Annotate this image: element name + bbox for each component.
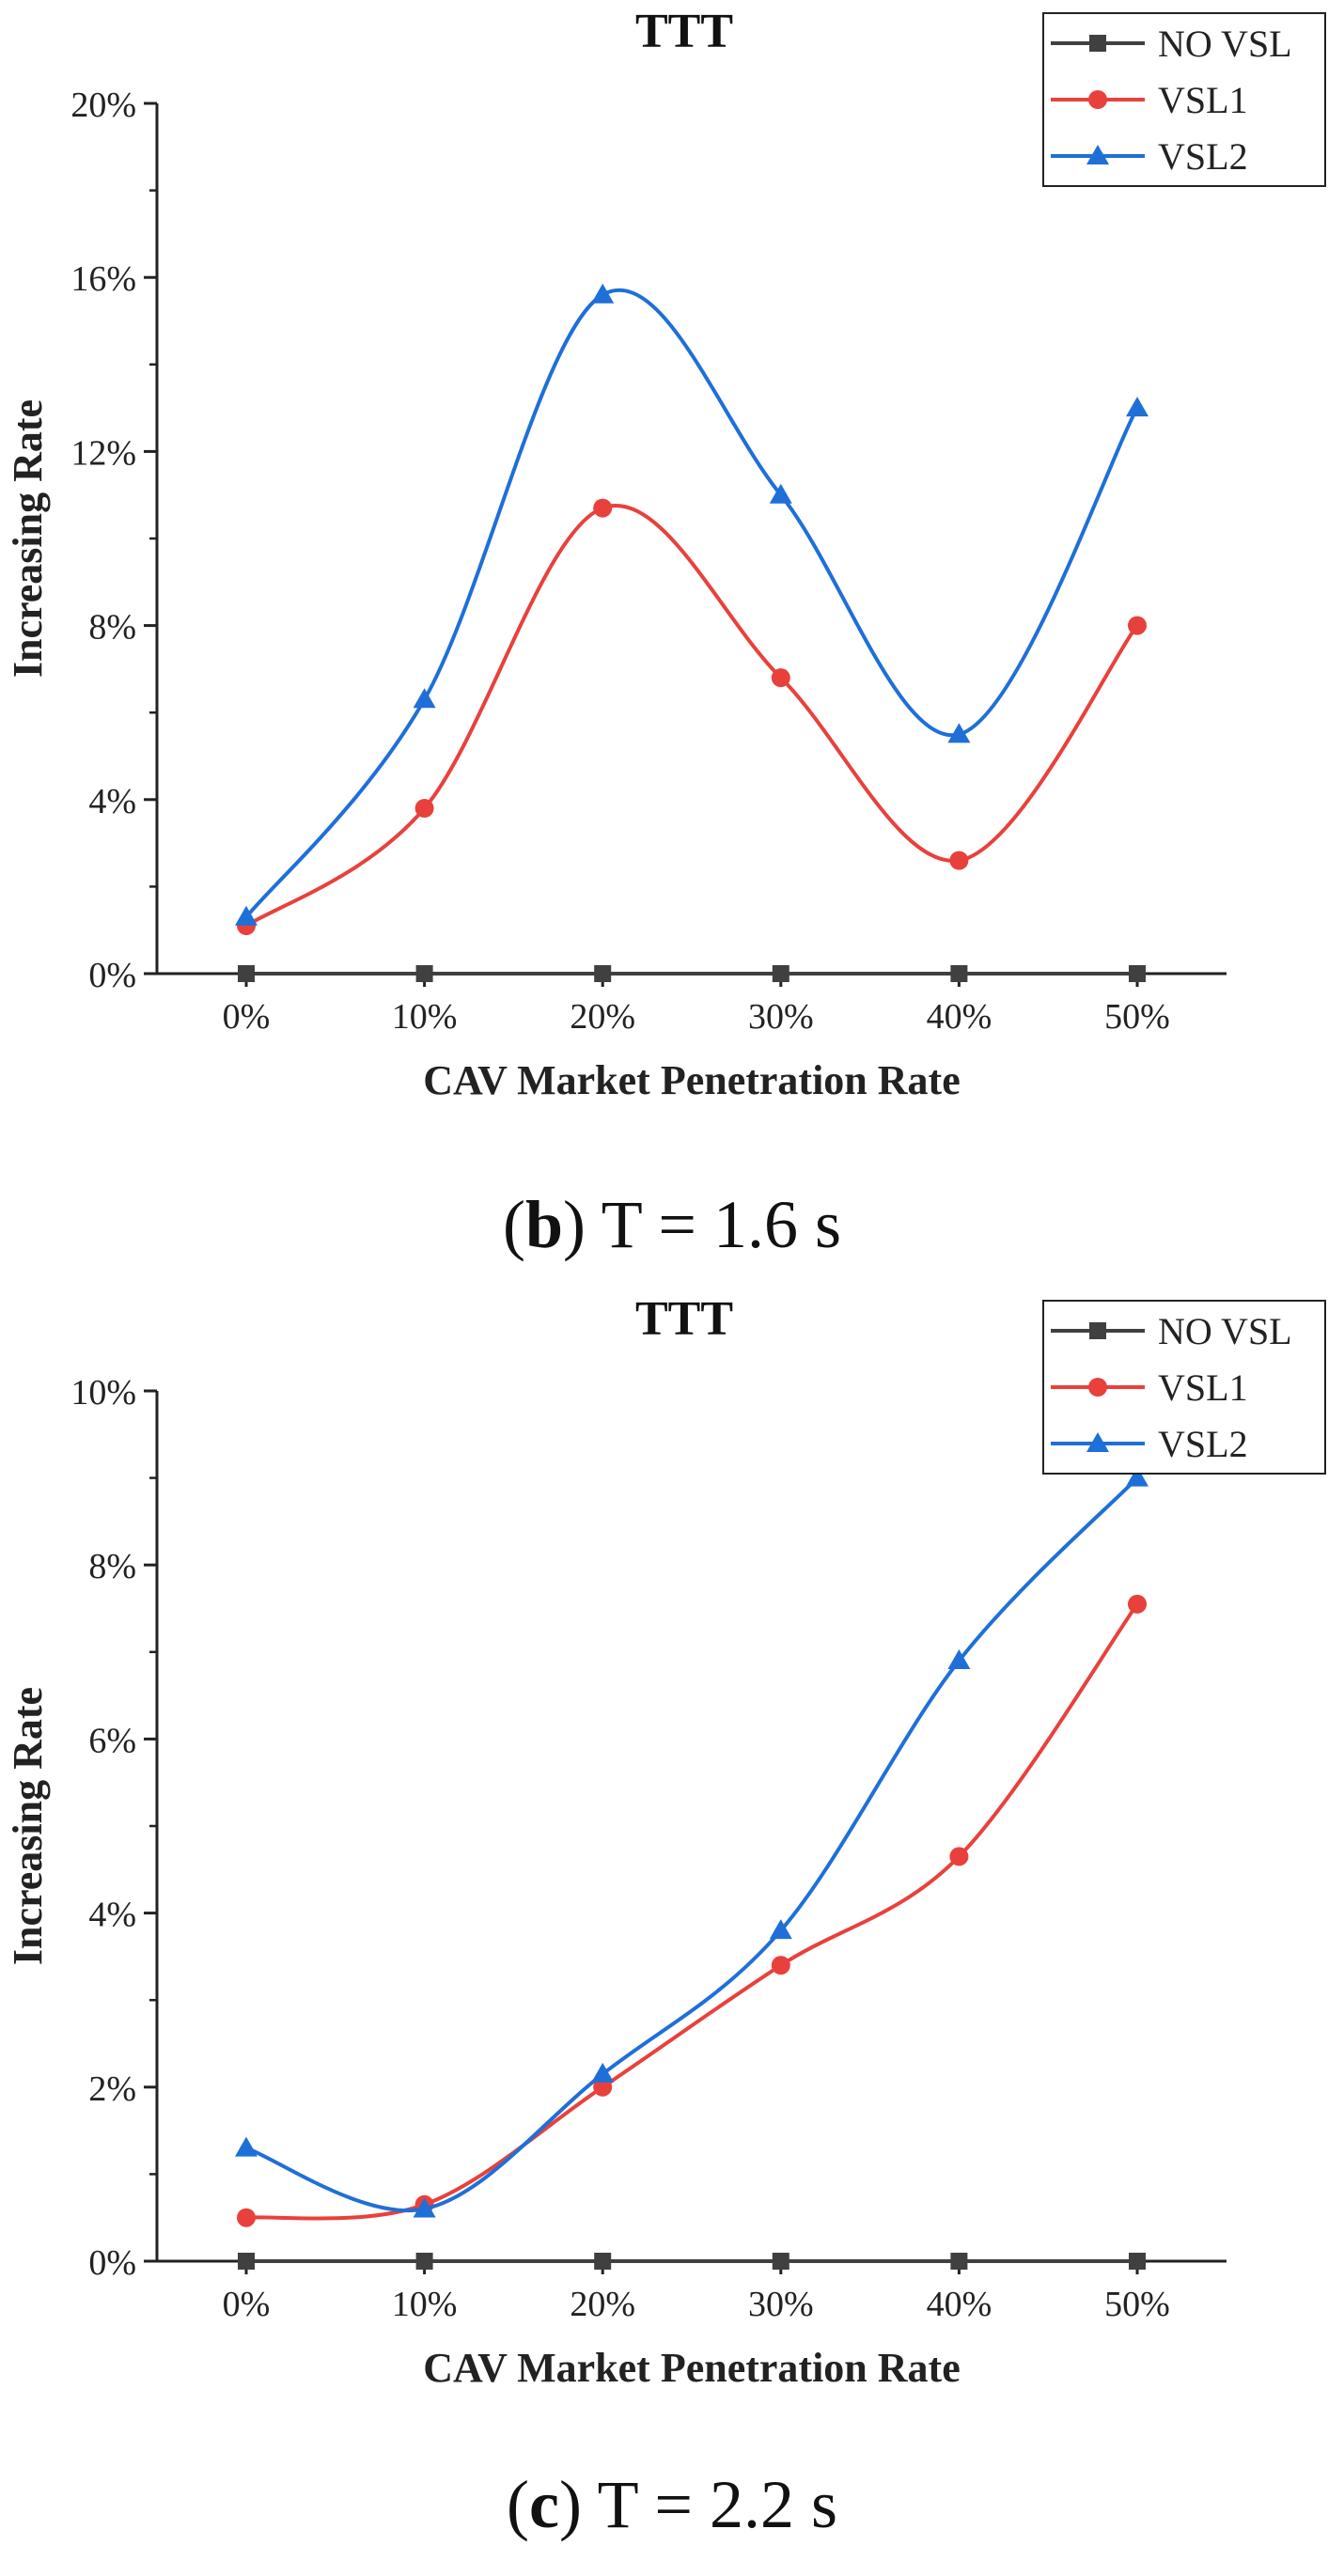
figure-caption-c: (c) T = 2.2 s (507, 2467, 837, 2542)
x-tick-label: 0% (223, 997, 271, 1037)
legend-label: VSL1 (1158, 1366, 1248, 1409)
data-point-no-vsl (238, 2253, 255, 2270)
data-point-vsl1 (1128, 1594, 1147, 1614)
y-tick-label: 4% (88, 782, 136, 821)
y-tick-label: 0% (88, 2243, 136, 2283)
data-point-no-vsl (772, 965, 789, 982)
y-tick-label: 4% (88, 1896, 136, 1935)
x-tick-label: 10% (392, 997, 458, 1037)
legend-swatch-marker (1089, 35, 1106, 52)
data-point-vsl2 (591, 2062, 615, 2083)
legend-swatch-marker (1086, 145, 1109, 164)
data-point-vsl2 (413, 688, 436, 709)
data-point-no-vsl (415, 2253, 433, 2270)
data-point-vsl2 (591, 283, 615, 304)
x-axis-label: CAV Market Penetration Rate (423, 1057, 960, 1103)
series-line-vsl1 (245, 1602, 1139, 2221)
y-axis-label: Increasing Rate (5, 399, 51, 678)
data-point-no-vsl (594, 965, 612, 982)
y-tick-label: 12% (70, 433, 136, 473)
x-tick-label: 0% (223, 2285, 271, 2324)
chart-panel-c: TTT 0% 2% 4% 6% 8% 10% 0% 10% 20% 30% 40% 50% CAV Mar… (0, 1288, 1344, 2576)
legend-label: VSL2 (1158, 1423, 1248, 1465)
data-point-no-vsl (772, 2253, 789, 2270)
data-point-vsl2 (235, 905, 258, 926)
y-tick-label: 2% (88, 2069, 136, 2109)
y-tick-label: 8% (88, 1547, 136, 1586)
x-tick-label: 40% (927, 997, 992, 1037)
data-point-no-vsl (950, 2253, 968, 2270)
data-point-no-vsl (1129, 965, 1146, 982)
figure-caption-b: (b) T = 1.6 s (502, 1187, 842, 1262)
y-tick-label: 0% (88, 956, 136, 995)
chart-panel-b: TTT 0% 4% 8% 12% 16% 20% 0% 10% 20% 30% 40% 50% CAV M… (5, 5, 1326, 1262)
legend-swatch-marker (1088, 1378, 1107, 1397)
x-tick-label: 40% (927, 2285, 992, 2324)
series-line-vsl2 (244, 288, 1139, 919)
data-point-vsl1 (771, 1956, 790, 1975)
data-point-vsl1 (949, 851, 969, 870)
data-point-vsl1 (593, 498, 613, 518)
data-point-vsl2 (769, 483, 792, 504)
x-tick-label: 30% (748, 997, 814, 1037)
legend-label: VSL1 (1158, 79, 1248, 121)
x-tick-label: 30% (748, 2285, 814, 2324)
data-point-vsl2 (947, 723, 971, 743)
caption-text-b: T = 1.6 s (586, 1187, 842, 1262)
data-point-no-vsl (415, 965, 433, 982)
chart-title: TTT (635, 1292, 733, 1346)
legend-label: NO VSL (1158, 1310, 1292, 1352)
x-axis-label: CAV Market Penetration Rate (423, 2345, 960, 2391)
data-point-vsl1 (949, 1847, 969, 1866)
chart-title: TTT (635, 5, 733, 58)
y-tick-label: 6% (88, 1721, 136, 1760)
y-tick-label: 20% (70, 86, 136, 125)
y-axis-label: Increasing Rate (5, 1687, 51, 1965)
data-point-no-vsl (594, 2253, 612, 2270)
x-tick-label: 20% (570, 2285, 635, 2324)
line-chart-b: TTT 0% 4% 8% 12% 16% 20% 0% 10% 20% 30% 40% 50% CAV M… (5, 5, 1326, 1103)
data-point-vsl1 (1128, 616, 1147, 635)
caption-letter-c: c (529, 2467, 559, 2542)
x-tick-label: 10% (392, 2285, 458, 2324)
series-line-vsl2 (245, 1476, 1139, 2213)
data-point-vsl1 (237, 2208, 256, 2227)
x-tick-label: 50% (1104, 997, 1170, 1037)
series-line-vsl1 (244, 504, 1139, 928)
legend-swatch-marker (1086, 1432, 1109, 1452)
legend-swatch-marker (1088, 90, 1107, 109)
y-tick-label: 16% (70, 259, 136, 299)
data-point-no-vsl (1129, 2253, 1146, 2270)
data-point-no-vsl (238, 965, 255, 982)
data-point-vsl2 (947, 1649, 971, 1670)
data-point-vsl2 (1126, 1466, 1149, 1487)
x-tick-label: 50% (1104, 2285, 1170, 2324)
data-point-vsl1 (414, 799, 434, 819)
data-point-vsl2 (1126, 397, 1149, 417)
caption-letter-b: b (524, 1187, 564, 1262)
y-tick-label: 8% (88, 608, 136, 648)
x-tick-label: 20% (570, 997, 635, 1037)
data-point-vsl2 (235, 2136, 258, 2157)
legend-swatch-marker (1089, 1322, 1106, 1339)
legend-label: NO VSL (1158, 23, 1292, 65)
line-chart-c: TTT 0% 2% 4% 6% 8% 10% 0% 10% 20% 30% 40% 50% CAV Mar… (5, 1292, 1326, 2391)
data-point-vsl1 (771, 668, 790, 688)
data-point-vsl2 (413, 2197, 436, 2218)
caption-text-c: T = 2.2 s (581, 2467, 837, 2542)
legend-label: VSL2 (1158, 135, 1248, 178)
y-tick-label: 10% (70, 1373, 136, 1413)
data-point-no-vsl (950, 965, 968, 982)
data-point-vsl2 (769, 1919, 792, 1940)
